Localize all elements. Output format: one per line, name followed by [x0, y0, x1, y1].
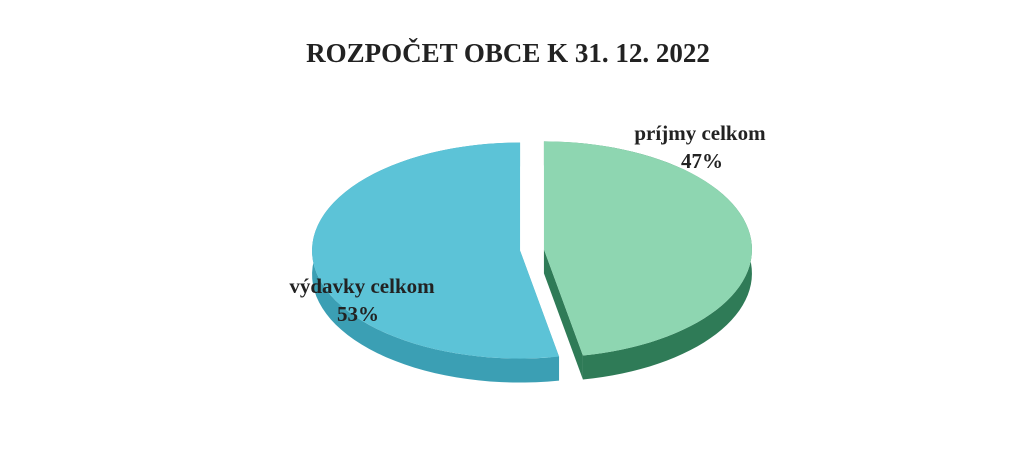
slice-face [543, 249, 583, 380]
slice-value-label: 53% [337, 302, 379, 326]
slice-label: príjmy celkom [634, 121, 766, 145]
pie-slice [543, 141, 752, 380]
slice-label: výdavky celkom [289, 274, 435, 298]
slice-value-label: 47% [681, 149, 723, 173]
slice-top [312, 142, 560, 359]
pie-slice [312, 142, 560, 383]
slice-top [543, 141, 752, 356]
chart-title: ROZPOČET OBCE K 31. 12. 2022 [306, 38, 710, 68]
slice-side [312, 142, 560, 383]
